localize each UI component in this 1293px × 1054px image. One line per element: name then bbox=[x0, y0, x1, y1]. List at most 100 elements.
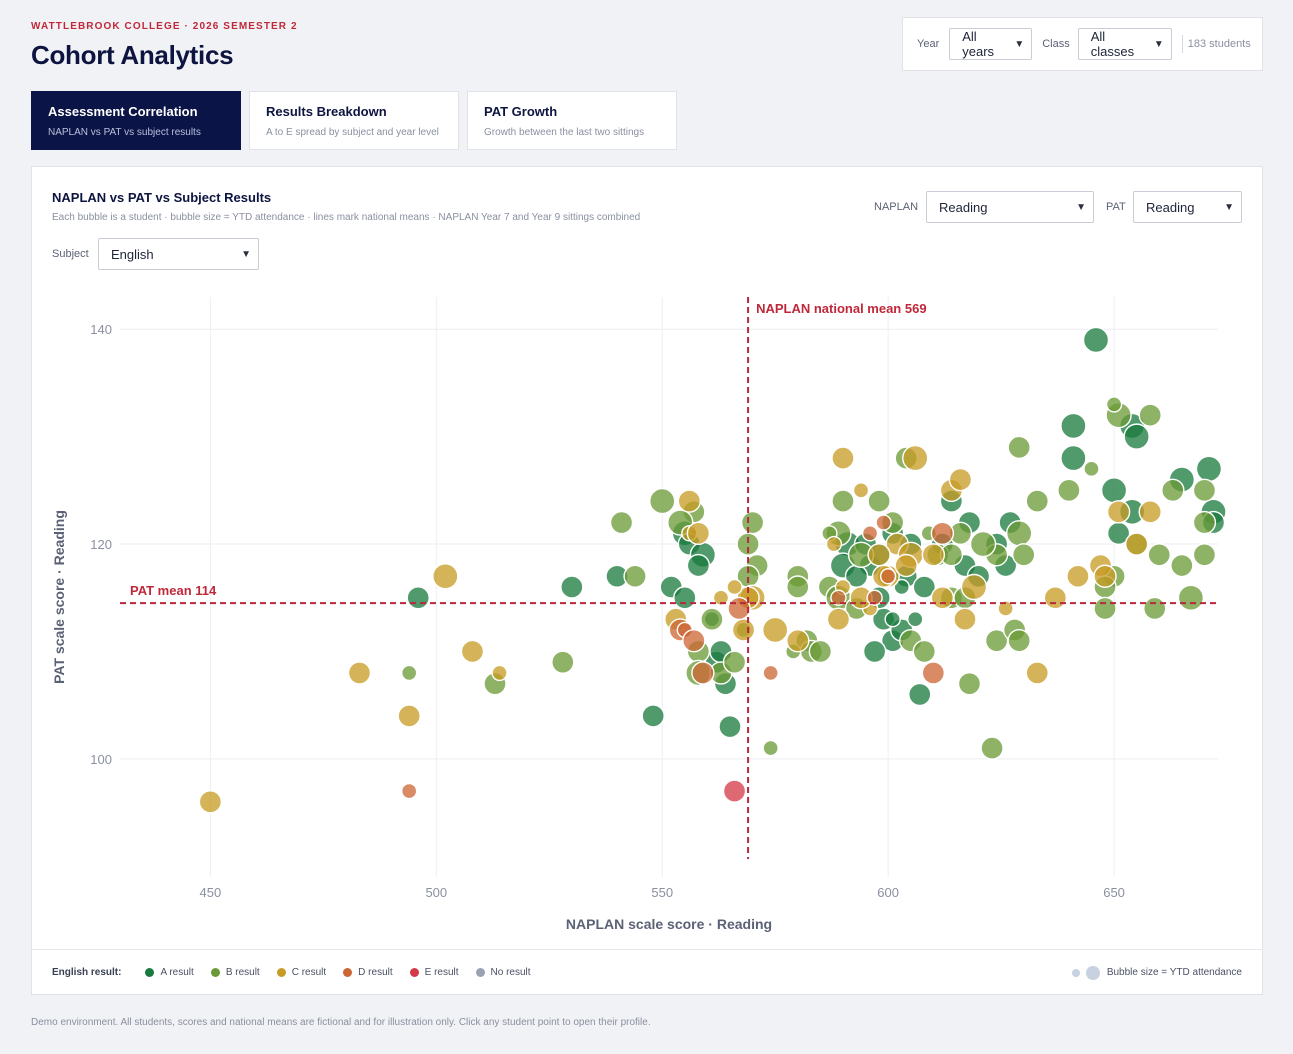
student-bubble[interactable] bbox=[1143, 596, 1167, 621]
student-bubble[interactable] bbox=[1138, 500, 1162, 524]
student-bubble[interactable] bbox=[1123, 423, 1150, 450]
student-bubble[interactable] bbox=[560, 575, 584, 599]
student-bubble[interactable] bbox=[1106, 500, 1131, 524]
tab-pat-growth[interactable]: PAT Growth Growth between the last two s… bbox=[467, 91, 677, 150]
student-bubble[interactable] bbox=[862, 639, 887, 664]
student-bubble[interactable] bbox=[1105, 396, 1123, 413]
student-bubble[interactable] bbox=[1138, 403, 1162, 427]
student-bubble[interactable] bbox=[722, 650, 747, 674]
student-bubble[interactable] bbox=[908, 682, 932, 707]
student-bubble[interactable] bbox=[808, 639, 833, 664]
student-bubble[interactable] bbox=[1007, 629, 1031, 653]
student-bubble[interactable] bbox=[921, 661, 946, 685]
tab-results-breakdown[interactable]: Results Breakdown A to E spread by subje… bbox=[249, 91, 459, 150]
subject-select[interactable]: English ▼ bbox=[98, 238, 259, 270]
student-bubble[interactable] bbox=[649, 487, 676, 515]
student-bubble[interactable] bbox=[884, 611, 901, 628]
legend-item-none[interactable]: No result bbox=[475, 967, 531, 978]
student-bubble[interactable] bbox=[400, 664, 418, 682]
legend-item-d[interactable]: D result bbox=[343, 967, 393, 978]
pat-domain-select[interactable]: Reading ▼ bbox=[1133, 191, 1242, 223]
student-bubble[interactable] bbox=[551, 650, 575, 674]
student-bubble[interactable] bbox=[677, 489, 702, 513]
student-bubble[interactable] bbox=[1083, 460, 1100, 478]
student-bubble[interactable] bbox=[1192, 543, 1217, 567]
student-bubble[interactable] bbox=[1043, 586, 1068, 610]
student-bubble[interactable] bbox=[347, 661, 372, 685]
student-bubble[interactable] bbox=[736, 532, 760, 556]
legend-item-b[interactable]: B result bbox=[210, 967, 260, 978]
student-bubble[interactable] bbox=[921, 543, 946, 567]
student-bubble[interactable] bbox=[960, 573, 988, 601]
student-bubble[interactable] bbox=[762, 664, 779, 682]
student-bubble[interactable] bbox=[726, 578, 743, 596]
student-bubble[interactable] bbox=[1124, 532, 1149, 556]
student-bubble[interactable] bbox=[1170, 553, 1194, 578]
student-bubble[interactable] bbox=[902, 444, 929, 472]
student-bubble[interactable] bbox=[831, 446, 855, 470]
student-bubble[interactable] bbox=[997, 600, 1014, 617]
student-bubble[interactable] bbox=[691, 661, 715, 685]
student-bubble[interactable] bbox=[1060, 412, 1087, 440]
student-bubble[interactable] bbox=[762, 739, 779, 757]
class-select[interactable]: All classes ▼ bbox=[1077, 28, 1172, 60]
student-bubble[interactable] bbox=[722, 779, 747, 803]
student-bubble[interactable] bbox=[718, 714, 742, 739]
student-bubble[interactable] bbox=[673, 586, 697, 610]
student-bubble[interactable] bbox=[866, 589, 883, 606]
student-bubble[interactable] bbox=[930, 586, 955, 610]
naplan-domain-select[interactable]: Reading ▼ bbox=[926, 191, 1094, 223]
legend-item-a[interactable]: A result bbox=[145, 967, 194, 978]
student-bubble[interactable] bbox=[1177, 584, 1205, 611]
student-bubble[interactable] bbox=[623, 564, 647, 588]
student-bubble[interactable] bbox=[825, 535, 843, 553]
student-bubble[interactable] bbox=[1100, 477, 1128, 504]
student-bubble[interactable] bbox=[731, 618, 756, 642]
student-bubble[interactable] bbox=[198, 790, 223, 814]
student-bubble[interactable] bbox=[460, 639, 485, 664]
student-bubble[interactable] bbox=[879, 568, 897, 585]
student-bubble[interactable] bbox=[861, 525, 879, 542]
student-bubble[interactable] bbox=[491, 664, 508, 682]
student-bubble[interactable] bbox=[1012, 543, 1036, 567]
student-bubble[interactable] bbox=[1066, 564, 1090, 588]
student-bubble[interactable] bbox=[907, 611, 924, 628]
student-bubble[interactable] bbox=[867, 543, 891, 567]
student-bubble[interactable] bbox=[1192, 510, 1217, 535]
student-bubble[interactable] bbox=[686, 553, 711, 578]
student-bubble[interactable] bbox=[912, 575, 936, 599]
student-bubble[interactable] bbox=[406, 586, 430, 610]
student-bubble[interactable] bbox=[894, 553, 918, 578]
student-bubble[interactable] bbox=[432, 563, 459, 590]
student-bubble[interactable] bbox=[1025, 489, 1049, 513]
student-bubble[interactable] bbox=[686, 521, 711, 545]
student-bubble[interactable] bbox=[1195, 455, 1223, 483]
student-bubble[interactable] bbox=[948, 467, 973, 492]
student-bubble[interactable] bbox=[930, 521, 955, 545]
student-bubble[interactable] bbox=[980, 736, 1004, 760]
year-select[interactable]: All years ▼ bbox=[949, 28, 1033, 60]
student-bubble[interactable] bbox=[957, 671, 982, 696]
student-bubble[interactable] bbox=[1147, 543, 1171, 567]
student-bubble[interactable] bbox=[831, 489, 855, 513]
student-bubble[interactable] bbox=[740, 510, 765, 535]
student-bubble[interactable] bbox=[712, 589, 730, 606]
student-bubble[interactable] bbox=[1025, 661, 1049, 685]
student-bubble[interactable] bbox=[1082, 326, 1110, 354]
student-bubble[interactable] bbox=[786, 629, 810, 653]
student-bubble[interactable] bbox=[867, 489, 891, 513]
student-bubble[interactable] bbox=[761, 616, 789, 644]
student-bubble[interactable] bbox=[1192, 478, 1217, 503]
student-bubble[interactable] bbox=[1093, 564, 1117, 588]
student-bubble[interactable] bbox=[953, 607, 977, 631]
student-bubble[interactable] bbox=[826, 607, 851, 631]
student-bubble[interactable] bbox=[912, 639, 936, 664]
student-bubble[interactable] bbox=[875, 514, 892, 531]
student-bubble[interactable] bbox=[1057, 478, 1081, 503]
student-bubble[interactable] bbox=[969, 530, 997, 558]
student-bubble[interactable] bbox=[1005, 520, 1033, 547]
student-bubble[interactable] bbox=[609, 510, 634, 535]
student-bubble[interactable] bbox=[1060, 444, 1087, 472]
student-bubble[interactable] bbox=[1093, 596, 1117, 621]
tab-assessment-correlation[interactable]: Assessment Correlation NAPLAN vs PAT vs … bbox=[31, 91, 241, 150]
